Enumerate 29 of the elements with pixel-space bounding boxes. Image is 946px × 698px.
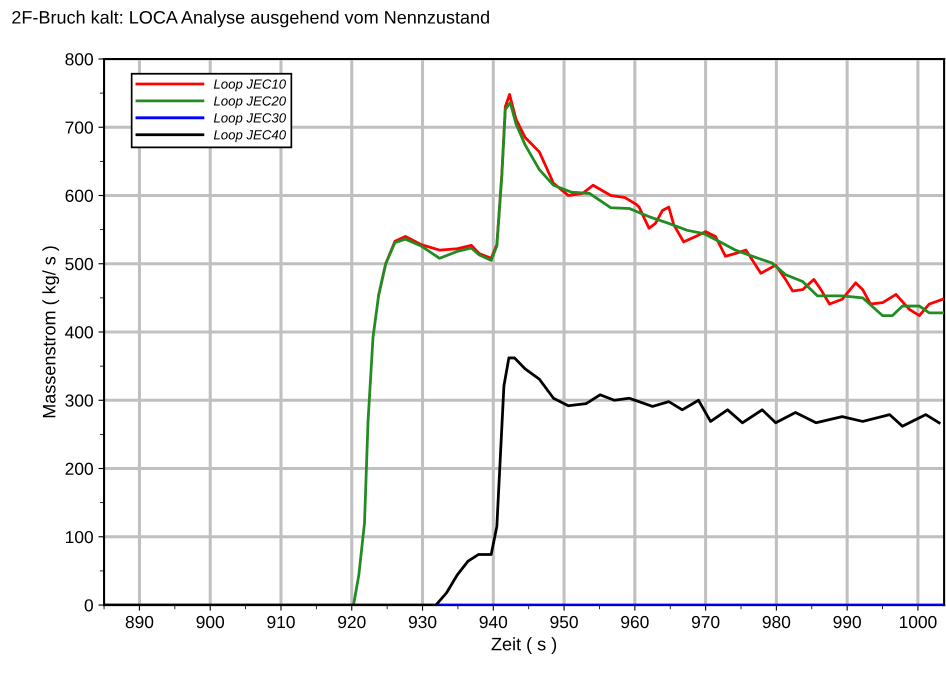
y-tick-label: 600 [66, 190, 93, 202]
y-tick-label: 500 [65, 258, 93, 270]
y-tick-label: 400 [65, 326, 93, 338]
y-tick-label: 300 [65, 394, 93, 407]
legend-label: Loop JEC30 [214, 113, 286, 126]
x-tick-label: 910 [267, 616, 295, 628]
x-tick-label: 960 [621, 616, 649, 628]
y-tick-label: 800 [65, 53, 93, 66]
legend-label: Loop JEC10 [214, 79, 286, 92]
x-axis-title: Zeit ( s ) [492, 637, 556, 654]
x-tick-label: 980 [762, 616, 790, 628]
x-tick-label: 950 [550, 616, 578, 628]
legend-label: Loop JEC20 [214, 96, 286, 108]
x-tick-label: 970 [692, 616, 720, 628]
line-series [352, 101, 944, 606]
y-tick-label: 200 [66, 462, 93, 475]
x-tick-label: 930 [408, 616, 436, 628]
legend-label: Loop JEC40 [214, 130, 286, 142]
y-tick-label: 0 [84, 599, 93, 612]
x-tick-label: 1000 [900, 616, 937, 628]
y-tick-label: 100 [66, 530, 93, 544]
y-tick-label: 700 [66, 121, 93, 134]
chart-title: 2F-Bruch kalt: LOCA Analyse ausgehend vom Nennzustand [12, 10, 489, 28]
y-axis-title: Massenstrom ( kg/ s ) [42, 246, 60, 418]
x-tick-label: 990 [833, 616, 861, 628]
x-tick-label: 940 [480, 616, 508, 628]
x-tick-label: 920 [338, 616, 366, 628]
x-tick-label: 900 [196, 616, 224, 628]
x-tick-label: 890 [126, 616, 154, 628]
